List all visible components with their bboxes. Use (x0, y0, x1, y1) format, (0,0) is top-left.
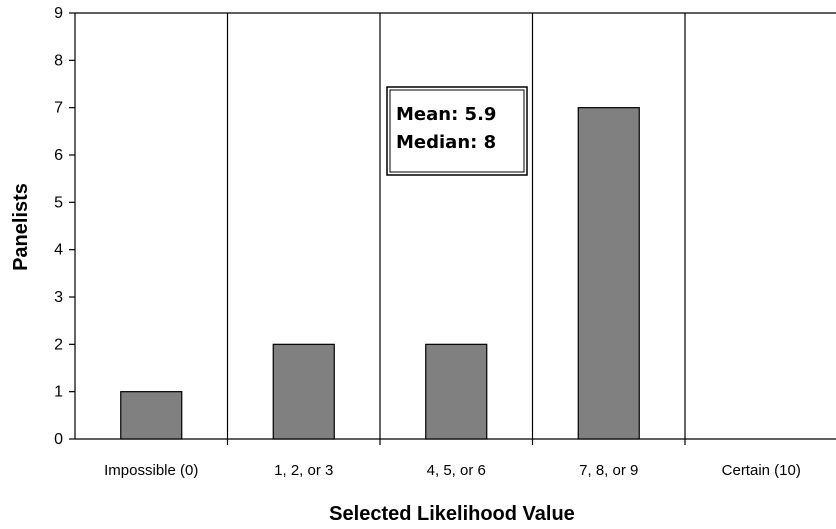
bar-1 (272, 343, 335, 440)
x-category-label: Impossible (0) (104, 462, 198, 479)
bar-3 (577, 107, 640, 440)
plot-frame (74, 12, 836, 445)
x-category-label: Certain (10) (722, 462, 801, 479)
y-tick-label: 1 (54, 384, 63, 401)
y-axis-ticks: 0 1 2 3 4 5 6 7 8 9 (54, 5, 75, 448)
y-tick-label: 9 (54, 5, 63, 22)
y-tick-label: 0 (54, 431, 63, 448)
x-axis-title: Selected Likelihood Value (329, 503, 575, 525)
y-tick-label: 4 (54, 242, 63, 259)
annotation-mean: Mean: 5.9 (396, 104, 496, 125)
x-category-label: 1, 2, or 3 (274, 462, 333, 479)
x-category-label: 4, 5, or 6 (427, 462, 486, 479)
bar-2 (425, 343, 488, 440)
y-axis-title: Panelists (10, 183, 32, 271)
y-tick-label: 7 (54, 100, 63, 117)
annotation-median: Median: 8 (396, 132, 496, 153)
y-tick-label: 2 (54, 336, 63, 353)
x-axis-category-labels: Impossible (0) 1, 2, or 3 4, 5, or 6 7, 8, … (104, 462, 801, 479)
y-tick-label: 3 (54, 289, 63, 306)
y-tick-label: 8 (54, 52, 63, 69)
x-category-label: 7, 8, or 9 (579, 462, 638, 479)
y-tick-label: 6 (54, 147, 63, 164)
bar-0 (120, 391, 183, 440)
y-tick-label: 5 (54, 194, 63, 211)
bars (120, 107, 640, 440)
stats-annotation-box: Mean: 5.9 Median: 8 (386, 86, 528, 176)
